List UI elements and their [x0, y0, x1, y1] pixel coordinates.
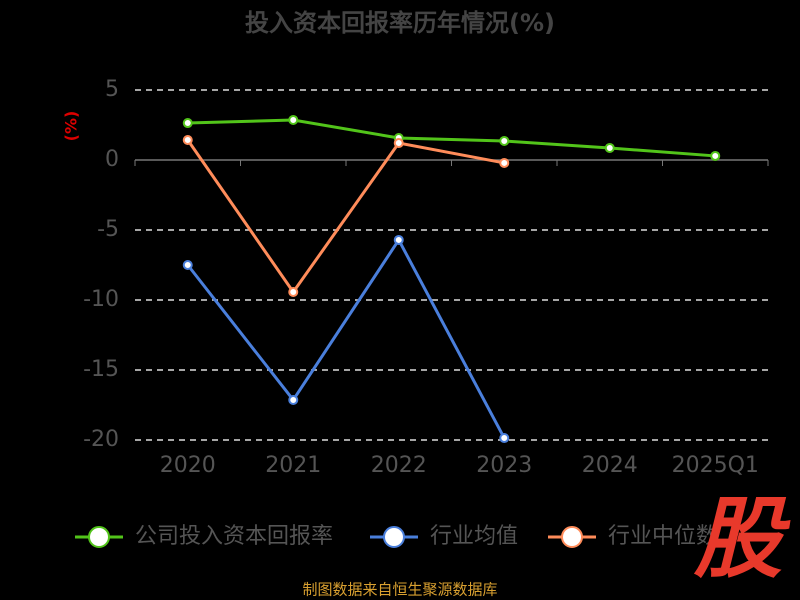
y-tick-label: -15 [83, 357, 119, 382]
legend-label: 行业中位数 [608, 524, 718, 549]
y-tick-label: -20 [83, 427, 119, 452]
data-point [499, 135, 510, 146]
data-point [499, 433, 510, 444]
chart-title: 投入资本回报率历年情况(%) [245, 9, 555, 37]
data-point [182, 118, 193, 129]
data-point [288, 394, 299, 405]
legend-marker [88, 526, 110, 548]
legend-marker [383, 526, 405, 548]
data-point [182, 260, 193, 270]
x-tick-label: 2020 [160, 453, 216, 478]
legend-marker [561, 526, 583, 548]
data-point [710, 150, 721, 161]
x-tick-label: 2025Q1 [672, 453, 759, 478]
source-note: 制图数据来自恒生聚源数据库 [302, 581, 497, 599]
y-tick-label: 0 [105, 147, 119, 172]
series-line [186, 139, 505, 295]
data-point [499, 157, 510, 168]
series-line [187, 118, 716, 158]
y-axis-label: (%) [62, 111, 81, 142]
data-point [604, 142, 615, 153]
y-tick-label: -5 [97, 217, 119, 242]
x-tick-label: 2021 [265, 453, 321, 478]
data-point [288, 287, 299, 298]
watermark: 股 [693, 487, 791, 590]
legend-label: 公司投入资本回报率 [135, 524, 333, 549]
data-point [393, 234, 404, 245]
data-point [288, 114, 299, 125]
legend-label: 行业均值 [430, 524, 518, 549]
y-tick-label: 5 [105, 77, 119, 102]
y-tick-label: -10 [83, 287, 119, 312]
data-point [393, 138, 404, 149]
x-tick-label: 2023 [476, 453, 532, 478]
series-line [186, 237, 506, 439]
x-tick-label: 2024 [582, 453, 638, 478]
x-tick-label: 2022 [371, 453, 427, 478]
data-point [182, 134, 193, 145]
